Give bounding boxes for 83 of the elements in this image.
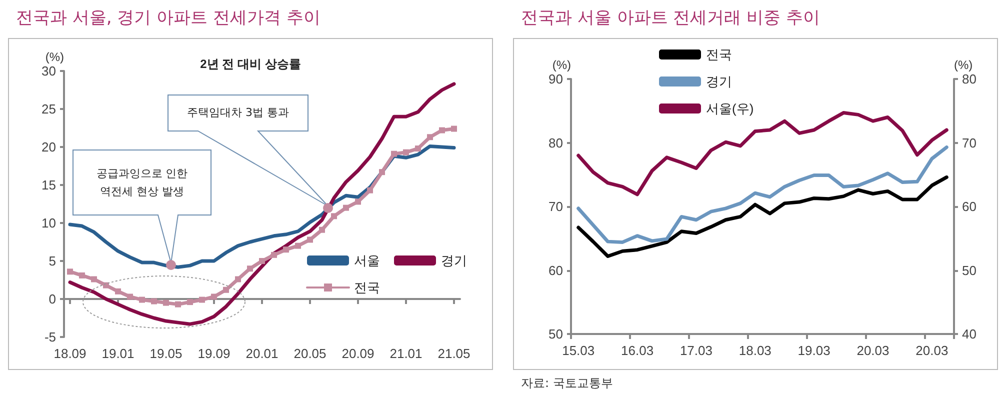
x-tick-label: 20.01 [246, 346, 278, 361]
point [391, 150, 397, 157]
point [247, 266, 253, 272]
point [283, 246, 289, 253]
line-series [576, 175, 948, 258]
y-tick-label: 20 [42, 140, 56, 154]
point [103, 282, 109, 288]
y2-tick-label: 60 [962, 199, 976, 214]
y2-tick-label: 50 [962, 262, 976, 278]
y-tick-label: 25 [42, 102, 56, 116]
y-tick-label: 70 [548, 199, 563, 214]
annotation: 공급과잉으로 인한 역전세 현상 발생 [95, 166, 189, 200]
y2-tick-label: 70 [962, 135, 976, 150]
x-tick-label: 16.03 [621, 343, 654, 358]
x-tick-label: 20.03 [856, 343, 890, 358]
point [319, 226, 325, 233]
x-tick-label: 21.05 [438, 346, 470, 361]
y2-tick-label: 40 [962, 326, 976, 342]
y-tick-label: 90 [548, 72, 563, 86]
point [91, 276, 97, 282]
point [307, 236, 313, 243]
point [331, 213, 337, 220]
x-tick-label: 18.03 [738, 343, 772, 358]
point [79, 272, 85, 278]
point [403, 149, 409, 156]
y-tick-label: 15 [42, 178, 56, 192]
x-tick-label: 19.01 [102, 346, 134, 361]
y-tick-label: 80 [548, 135, 563, 150]
point [235, 276, 241, 282]
legend-label: 서울(우) [706, 101, 754, 116]
point [379, 169, 385, 176]
legend-label: 경기 [706, 74, 732, 89]
point [343, 204, 349, 211]
y2-axis-title: (%) [954, 58, 973, 72]
point [355, 198, 361, 205]
y-tick-label: 10 [42, 216, 56, 230]
y-axis-title: (%) [45, 50, 64, 64]
point [295, 242, 301, 249]
x-tick-label: 19.05 [150, 346, 182, 361]
point [223, 286, 229, 293]
chart-title: 전국과 서울 아파트 전세거래 비중 추이 [521, 7, 820, 29]
y-axis-title: (%) [552, 58, 571, 72]
point [139, 296, 145, 303]
x-tick-label: 20.03 [916, 343, 948, 358]
x-tick-label: 19.09 [198, 346, 230, 361]
chart-title: 전국과 서울, 경기 아파트 전세가격 추이 [16, 7, 320, 29]
point [175, 301, 181, 308]
x-tick-label: 15.03 [562, 343, 595, 358]
point [199, 296, 205, 303]
y-tick-label: 50 [548, 326, 563, 342]
point [427, 134, 433, 140]
y-tick-label: -5 [44, 330, 56, 344]
x-tick-label: 17.03 [680, 343, 712, 358]
point [115, 288, 121, 294]
point [127, 294, 133, 300]
legend-label: 전국 [706, 47, 732, 62]
text: 자료: 국토교통부 [521, 375, 613, 392]
point [211, 294, 217, 300]
line-series [576, 145, 948, 244]
point [151, 298, 157, 304]
x-tick-label: 20.05 [294, 346, 326, 361]
chart-subtitle: 2년 전 대비 상승률 [200, 57, 301, 71]
point [415, 146, 421, 152]
y-tick-label: 5 [48, 254, 56, 268]
point [439, 127, 445, 134]
point [367, 187, 373, 194]
legend-label: 서울 [354, 253, 380, 268]
point [259, 258, 265, 264]
legend-label: 경기 [441, 253, 467, 268]
x-tick-label: 21.01 [390, 346, 422, 361]
y-tick-label: 60 [548, 262, 563, 278]
point [67, 268, 73, 275]
point [451, 126, 457, 132]
point [271, 252, 277, 258]
y2-tick-label: 80 [962, 72, 976, 86]
x-tick-label: 20.09 [342, 346, 374, 361]
y-tick-label: 0 [48, 292, 56, 306]
y-tick-label: 30 [42, 64, 56, 78]
annotation: 주택임대차 3법 통과 [186, 105, 290, 121]
x-tick-label: 18.09 [54, 346, 86, 361]
x-tick-label: 19.03 [798, 343, 830, 358]
legend-label: 전국 [354, 280, 380, 295]
point [187, 299, 193, 306]
